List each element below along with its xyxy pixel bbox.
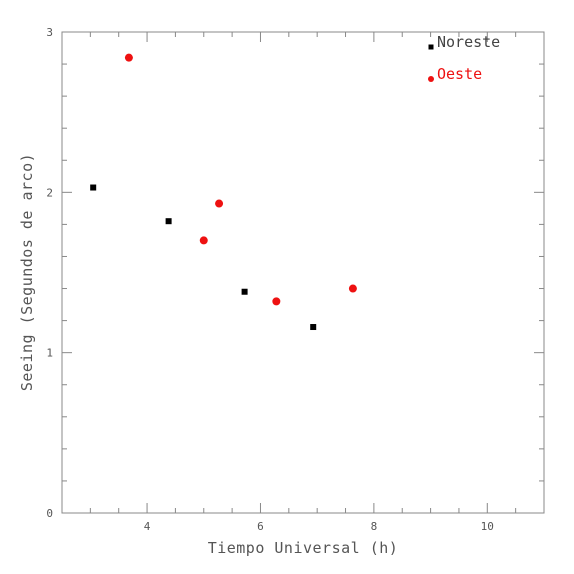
plot-frame: [61, 31, 545, 514]
data-point-oeste: [348, 284, 357, 293]
data-point-noreste: [241, 288, 248, 295]
axis-ticks: [62, 32, 544, 513]
x-tick-label: 8: [371, 520, 378, 533]
y-axis-label: Seeing (Segundos de arco): [18, 153, 36, 391]
data-point-oeste: [215, 199, 224, 208]
data-point-oeste: [272, 297, 281, 306]
x-tick-label: 10: [481, 520, 494, 533]
tick-labels: 4 6 8 10 0 1 2 3: [46, 26, 494, 533]
y-tick-label: 0: [46, 507, 53, 520]
x-tick-label: 6: [257, 520, 264, 533]
y-tick-label: 1: [46, 347, 53, 360]
legend-marker-noreste: [428, 44, 434, 50]
legend-marker-oeste: [428, 76, 434, 82]
x-axis-label: Tiempo Universal (h): [208, 539, 399, 557]
legend: Noreste Oeste: [428, 33, 500, 83]
legend-label-noreste: Noreste: [437, 33, 500, 51]
y-tick-label: 2: [46, 186, 53, 199]
x-tick-label: 4: [144, 520, 151, 533]
data-point-oeste: [199, 236, 208, 245]
legend-label-oeste: Oeste: [437, 65, 482, 83]
data-point-oeste: [124, 53, 133, 62]
data-points: [90, 53, 357, 331]
y-tick-label: 3: [46, 26, 53, 39]
data-point-noreste: [310, 324, 317, 331]
data-point-noreste: [165, 218, 172, 225]
data-point-noreste: [90, 184, 97, 191]
